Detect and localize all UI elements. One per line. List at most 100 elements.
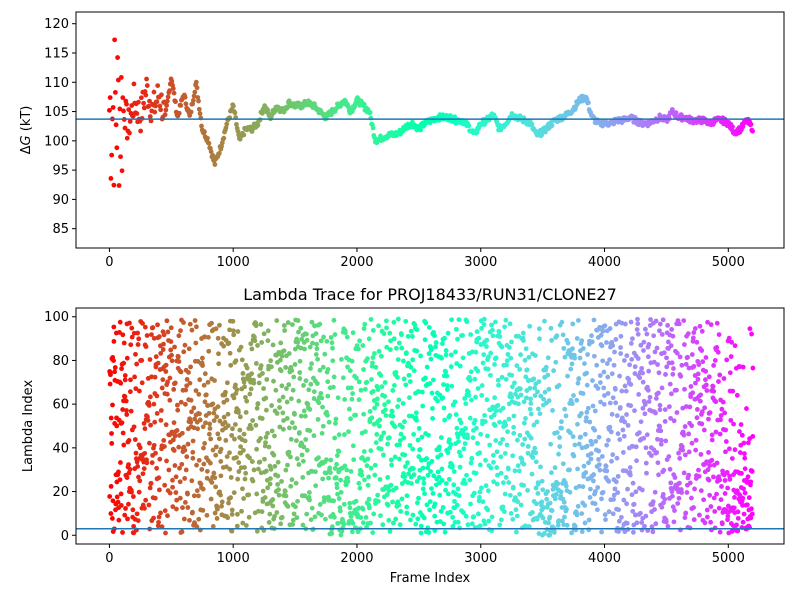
data-point (396, 340, 402, 346)
data-point (234, 523, 240, 529)
data-point (703, 377, 708, 383)
data-point (532, 393, 538, 399)
data-point (479, 383, 485, 388)
data-point (174, 428, 180, 433)
data-point (193, 340, 199, 346)
data-point (372, 462, 378, 468)
data-point (375, 498, 381, 504)
data-point (739, 470, 744, 476)
data-point (270, 497, 276, 502)
data-point (207, 426, 213, 431)
data-point (234, 122, 239, 127)
data-point (266, 519, 272, 525)
data-point (732, 495, 737, 500)
data-point (388, 457, 394, 463)
data-point (443, 348, 449, 353)
data-point (742, 490, 748, 496)
data-point (249, 426, 254, 432)
data-point (116, 517, 122, 523)
data-point (512, 468, 518, 474)
data-point (617, 405, 623, 410)
data-point (258, 435, 263, 441)
data-point (614, 455, 620, 461)
data-point (689, 440, 695, 446)
data-point (477, 450, 483, 456)
data-point (548, 528, 553, 534)
data-point (365, 482, 371, 488)
data-point (346, 406, 352, 412)
data-point (232, 110, 238, 116)
data-point (307, 407, 313, 412)
data-point (404, 510, 410, 516)
data-point (368, 520, 373, 526)
data-point (692, 486, 697, 492)
data-point (189, 409, 194, 415)
data-point (599, 496, 604, 502)
data-point (658, 437, 664, 443)
data-point (158, 107, 164, 113)
data-point (410, 357, 416, 363)
data-point (711, 495, 717, 501)
data-point (640, 379, 646, 385)
data-point (168, 339, 174, 344)
data-point (332, 466, 338, 471)
data-point (426, 530, 432, 535)
x-tick-label: 4000 (588, 551, 621, 566)
data-point (375, 387, 381, 392)
data-point (382, 393, 388, 399)
data-point (183, 467, 189, 473)
data-point (475, 440, 480, 446)
data-point (268, 364, 274, 370)
data-point (737, 429, 742, 434)
data-point (311, 389, 317, 395)
data-point (124, 475, 130, 481)
data-point (230, 318, 236, 324)
data-point (421, 476, 426, 482)
data-point (575, 466, 580, 472)
data-point (575, 503, 581, 509)
data-point (160, 377, 166, 383)
data-point (606, 479, 612, 484)
data-point (119, 366, 124, 372)
data-point (131, 330, 137, 336)
data-point (634, 520, 640, 526)
data-point (308, 517, 314, 523)
data-point (447, 509, 453, 515)
data-point (379, 384, 385, 390)
top-plot-frame (75, 11, 785, 249)
data-point (256, 508, 261, 514)
data-point (703, 355, 709, 360)
data-point (447, 437, 452, 443)
data-point (569, 530, 575, 536)
data-point (120, 95, 126, 101)
data-point (284, 386, 289, 391)
data-point (427, 499, 433, 505)
data-point (682, 424, 688, 429)
data-point (450, 514, 456, 520)
data-point (170, 504, 176, 510)
data-point (718, 497, 724, 503)
data-point (488, 465, 494, 471)
data-point (298, 325, 304, 331)
data-point (448, 364, 454, 370)
data-point (263, 434, 269, 440)
data-point (496, 382, 501, 388)
data-point (373, 440, 379, 446)
data-point (203, 392, 209, 398)
data-point (320, 476, 326, 482)
data-point (435, 469, 441, 475)
data-point (333, 416, 339, 422)
data-point (285, 320, 291, 325)
data-point (291, 374, 297, 380)
data-point (536, 379, 542, 385)
data-point (508, 510, 514, 516)
data-point (458, 453, 464, 459)
data-point (133, 450, 139, 456)
data-point (397, 442, 403, 448)
data-point (189, 478, 195, 484)
data-point (239, 357, 245, 363)
bottom-plot-frame (75, 307, 785, 545)
data-point (376, 348, 382, 354)
data-point (291, 511, 297, 517)
data-point (657, 321, 663, 327)
